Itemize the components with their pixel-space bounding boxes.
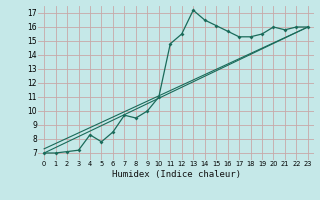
X-axis label: Humidex (Indice chaleur): Humidex (Indice chaleur) <box>111 170 241 179</box>
